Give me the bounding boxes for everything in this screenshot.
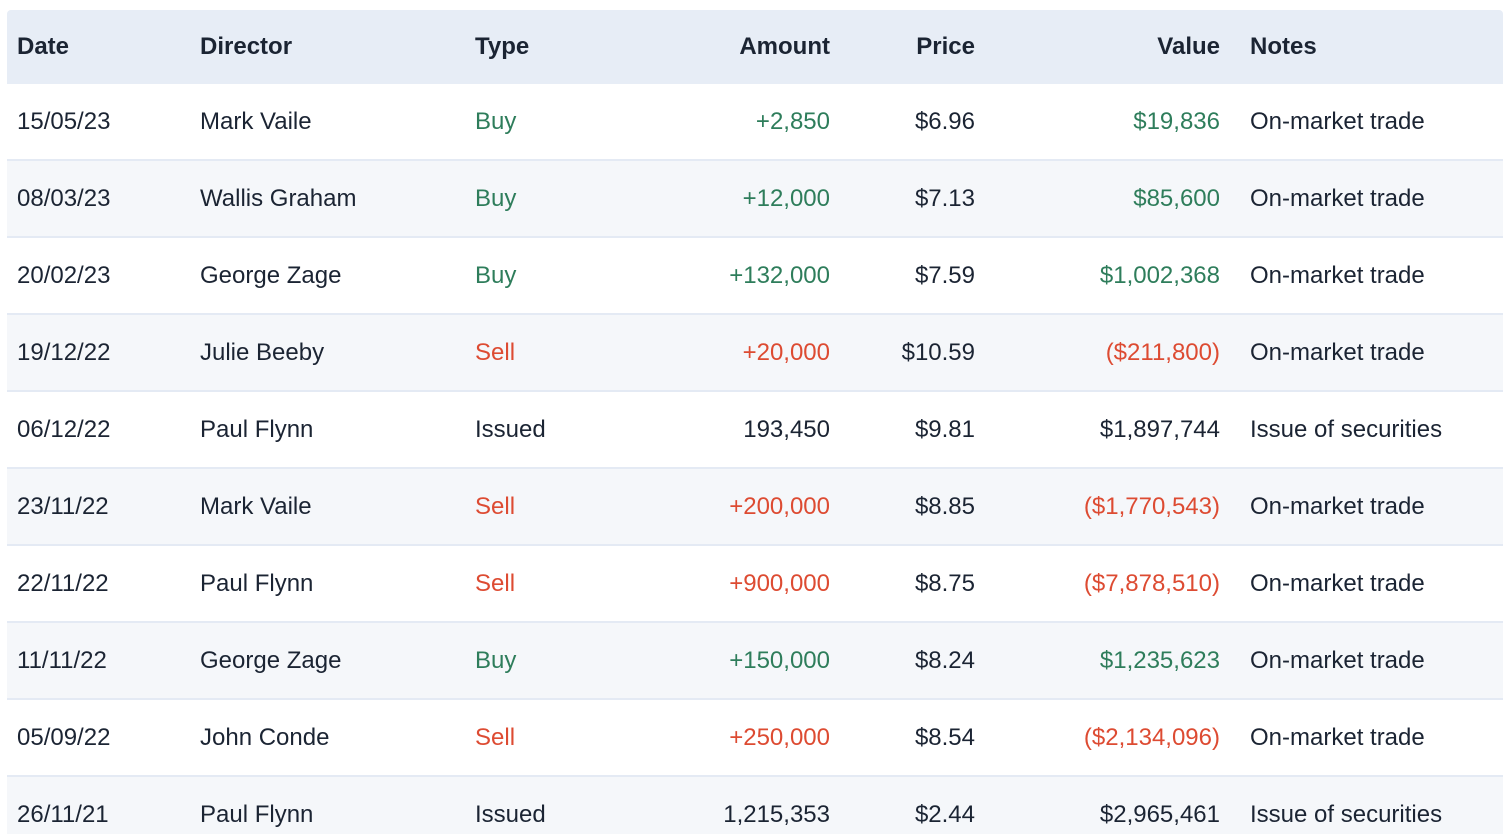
cell-amount: 1,215,353 bbox=[723, 800, 830, 828]
cell-notes: Issue of securities bbox=[1250, 415, 1443, 443]
cell-date: 26/11/21 bbox=[17, 800, 109, 828]
cell-price: $9.81 bbox=[914, 415, 975, 443]
cell-amount: +900,000 bbox=[729, 569, 830, 597]
cell-director: Julie Beeby bbox=[200, 338, 325, 366]
cell-type: Buy bbox=[475, 107, 517, 135]
cell-director: George Zage bbox=[200, 261, 342, 289]
cell-amount: +250,000 bbox=[729, 723, 830, 751]
cell-amount: +2,850 bbox=[755, 107, 830, 135]
cell-value: ($1,770,543) bbox=[1083, 492, 1220, 520]
table-row: 22/11/22 Paul Flynn Sell +900,000 $8.75 … bbox=[7, 544, 1503, 621]
cell-type: Issued bbox=[475, 800, 546, 828]
cell-amount: +20,000 bbox=[742, 338, 830, 366]
table-row: 11/11/22 George Zage Buy +150,000 $8.24 … bbox=[7, 621, 1503, 698]
cell-date: 20/02/23 bbox=[17, 261, 111, 289]
column-header-type: Type bbox=[475, 33, 530, 60]
table-header-row: Date Director Type Amount Price Value Notes bbox=[7, 10, 1503, 84]
cell-notes: On-market trade bbox=[1250, 723, 1425, 751]
cell-price: $8.85 bbox=[914, 492, 975, 520]
cell-price: $10.59 bbox=[901, 338, 975, 366]
director-transactions-table: Date Director Type Amount Price Value Notes 15… bbox=[7, 10, 1503, 834]
cell-date: 15/05/23 bbox=[17, 107, 111, 135]
cell-type: Buy bbox=[475, 261, 517, 289]
column-header-value: Value bbox=[1157, 33, 1220, 60]
cell-amount: +12,000 bbox=[742, 184, 830, 212]
column-header-notes: Notes bbox=[1250, 33, 1317, 60]
cell-type: Buy bbox=[475, 184, 517, 212]
cell-notes: On-market trade bbox=[1250, 646, 1425, 674]
column-header-amount: Amount bbox=[739, 33, 830, 60]
table-row: 23/11/22 Mark Vaile Sell +200,000 $8.85 … bbox=[7, 467, 1503, 544]
cell-director: Wallis Graham bbox=[200, 184, 357, 212]
cell-amount: +200,000 bbox=[729, 492, 830, 520]
cell-notes: On-market trade bbox=[1250, 107, 1425, 135]
column-header-date: Date bbox=[17, 33, 70, 60]
cell-notes: On-market trade bbox=[1250, 569, 1425, 597]
cell-price: $8.75 bbox=[914, 569, 975, 597]
cell-type: Sell bbox=[475, 338, 516, 366]
cell-value: $1,235,623 bbox=[1099, 646, 1220, 674]
cell-value: $19,836 bbox=[1133, 107, 1220, 135]
table-row: 20/02/23 George Zage Buy +132,000 $7.59 … bbox=[7, 236, 1503, 313]
cell-value: ($7,878,510) bbox=[1083, 569, 1220, 597]
cell-amount: +132,000 bbox=[729, 261, 830, 289]
cell-price: $8.24 bbox=[914, 646, 975, 674]
cell-date: 19/12/22 bbox=[17, 338, 111, 366]
cell-value: ($211,800) bbox=[1105, 338, 1220, 366]
cell-notes: On-market trade bbox=[1250, 492, 1425, 520]
cell-type: Sell bbox=[475, 723, 516, 751]
cell-price: $2.44 bbox=[914, 800, 975, 828]
table-body: 15/05/23 Mark Vaile Buy +2,850 $6.96 $19… bbox=[7, 84, 1503, 834]
cell-notes: On-market trade bbox=[1250, 338, 1425, 366]
table-row: 06/12/22 Paul Flynn Issued 193,450 $9.81… bbox=[7, 390, 1503, 467]
cell-notes: On-market trade bbox=[1250, 184, 1425, 212]
cell-value: $1,002,368 bbox=[1099, 261, 1220, 289]
cell-director: Paul Flynn bbox=[200, 800, 314, 828]
cell-notes: Issue of securities bbox=[1250, 800, 1443, 828]
cell-value: $1,897,744 bbox=[1099, 415, 1220, 443]
cell-director: Paul Flynn bbox=[200, 569, 314, 597]
cell-notes: On-market trade bbox=[1250, 261, 1425, 289]
table-row: 08/03/23 Wallis Graham Buy +12,000 $7.13… bbox=[7, 159, 1503, 236]
cell-date: 23/11/22 bbox=[17, 492, 109, 520]
cell-date: 11/11/22 bbox=[17, 646, 107, 674]
column-header-price: Price bbox=[916, 33, 975, 60]
cell-date: 22/11/22 bbox=[17, 569, 109, 597]
cell-director: George Zage bbox=[200, 646, 342, 674]
cell-value: $85,600 bbox=[1133, 184, 1220, 212]
cell-date: 05/09/22 bbox=[17, 723, 111, 751]
cell-type: Buy bbox=[475, 646, 517, 674]
cell-amount: 193,450 bbox=[743, 415, 830, 443]
cell-value: ($2,134,096) bbox=[1083, 723, 1220, 751]
cell-type: Issued bbox=[475, 415, 546, 443]
table-row: 26/11/21 Paul Flynn Issued 1,215,353 $2.… bbox=[7, 775, 1503, 834]
cell-price: $7.59 bbox=[914, 261, 975, 289]
cell-amount: +150,000 bbox=[729, 646, 830, 674]
cell-price: $6.96 bbox=[914, 107, 975, 135]
cell-price: $8.54 bbox=[914, 723, 975, 751]
cell-director: Mark Vaile bbox=[200, 492, 312, 520]
table-row: 05/09/22 John Conde Sell +250,000 $8.54 … bbox=[7, 698, 1503, 775]
cell-director: John Conde bbox=[200, 723, 330, 751]
cell-date: 08/03/23 bbox=[17, 184, 111, 212]
column-header-director: Director bbox=[200, 33, 293, 60]
table-row: 15/05/23 Mark Vaile Buy +2,850 $6.96 $19… bbox=[7, 84, 1503, 159]
cell-type: Sell bbox=[475, 492, 516, 520]
cell-type: Sell bbox=[475, 569, 516, 597]
cell-value: $2,965,461 bbox=[1099, 800, 1220, 828]
cell-date: 06/12/22 bbox=[17, 415, 111, 443]
cell-director: Paul Flynn bbox=[200, 415, 314, 443]
cell-director: Mark Vaile bbox=[200, 107, 312, 135]
table-row: 19/12/22 Julie Beeby Sell +20,000 $10.59… bbox=[7, 313, 1503, 390]
cell-price: $7.13 bbox=[914, 184, 975, 212]
